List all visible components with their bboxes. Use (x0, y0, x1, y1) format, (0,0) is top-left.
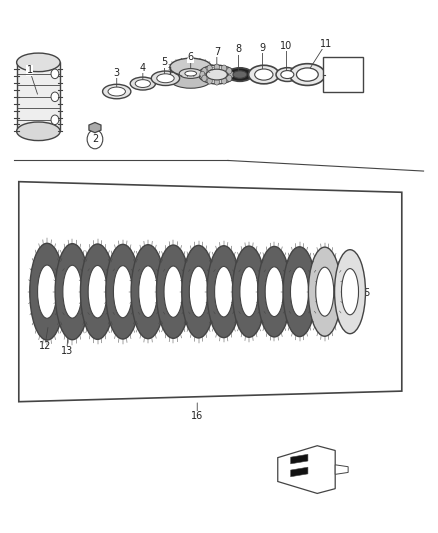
Text: 14: 14 (321, 285, 334, 295)
Ellipse shape (254, 69, 273, 80)
Ellipse shape (139, 266, 157, 318)
Ellipse shape (108, 87, 125, 96)
Text: 9: 9 (259, 43, 265, 53)
Ellipse shape (135, 79, 150, 87)
Ellipse shape (297, 68, 318, 81)
Ellipse shape (88, 265, 107, 318)
Ellipse shape (17, 53, 60, 71)
Ellipse shape (276, 68, 299, 82)
Text: 8: 8 (236, 44, 242, 54)
Ellipse shape (206, 69, 227, 80)
Circle shape (202, 68, 207, 74)
Ellipse shape (281, 70, 294, 78)
Ellipse shape (249, 65, 279, 84)
Text: 4: 4 (140, 63, 146, 72)
Circle shape (229, 71, 234, 78)
Circle shape (87, 130, 103, 149)
Circle shape (207, 65, 212, 71)
Ellipse shape (130, 77, 155, 90)
Ellipse shape (156, 245, 190, 338)
Ellipse shape (308, 247, 341, 336)
Circle shape (221, 65, 226, 71)
Circle shape (200, 71, 205, 78)
Text: 2: 2 (92, 134, 98, 144)
Polygon shape (291, 467, 308, 477)
Circle shape (92, 135, 99, 143)
Circle shape (51, 115, 59, 125)
Ellipse shape (55, 244, 89, 340)
Ellipse shape (151, 71, 180, 85)
Ellipse shape (63, 265, 82, 318)
Ellipse shape (227, 68, 253, 82)
Text: 1: 1 (27, 66, 33, 75)
Ellipse shape (240, 266, 258, 317)
Ellipse shape (215, 266, 233, 317)
Ellipse shape (283, 247, 316, 336)
Ellipse shape (335, 249, 365, 334)
Ellipse shape (290, 63, 325, 85)
Circle shape (226, 68, 232, 74)
Ellipse shape (290, 267, 308, 317)
Polygon shape (19, 182, 402, 402)
Bar (323, 57, 363, 92)
Text: 12: 12 (39, 341, 51, 351)
Polygon shape (278, 446, 335, 494)
Ellipse shape (102, 84, 131, 99)
Ellipse shape (316, 267, 334, 316)
Ellipse shape (131, 245, 165, 338)
Ellipse shape (157, 74, 174, 83)
Ellipse shape (207, 246, 240, 337)
Polygon shape (291, 454, 308, 464)
Ellipse shape (258, 246, 291, 337)
Ellipse shape (81, 244, 115, 340)
Text: 3: 3 (113, 68, 120, 78)
Ellipse shape (179, 69, 202, 78)
Circle shape (214, 79, 219, 85)
Ellipse shape (113, 265, 132, 318)
Ellipse shape (106, 244, 140, 339)
Ellipse shape (233, 246, 266, 337)
Circle shape (51, 69, 59, 79)
Circle shape (207, 78, 212, 84)
Text: 5: 5 (162, 58, 168, 67)
Text: 6: 6 (187, 52, 194, 62)
Ellipse shape (185, 71, 197, 76)
Circle shape (202, 75, 207, 82)
Circle shape (226, 75, 232, 82)
Ellipse shape (170, 70, 212, 88)
Text: 10: 10 (280, 41, 293, 51)
Ellipse shape (30, 243, 64, 340)
Ellipse shape (189, 266, 208, 317)
Ellipse shape (38, 265, 57, 318)
Ellipse shape (170, 58, 212, 76)
Polygon shape (89, 123, 101, 133)
Text: 15: 15 (359, 288, 371, 298)
Text: 11: 11 (319, 39, 332, 49)
Ellipse shape (182, 245, 215, 338)
Ellipse shape (342, 269, 359, 315)
Polygon shape (335, 465, 348, 474)
Text: 16: 16 (191, 411, 203, 421)
Ellipse shape (17, 122, 60, 141)
Circle shape (214, 64, 219, 70)
Ellipse shape (233, 71, 247, 78)
Text: 13: 13 (60, 346, 73, 357)
Ellipse shape (198, 65, 235, 84)
Bar (17, 62, 60, 131)
Circle shape (51, 92, 59, 102)
Text: 7: 7 (214, 47, 220, 56)
Ellipse shape (164, 266, 183, 317)
Ellipse shape (265, 267, 283, 317)
Circle shape (221, 78, 226, 84)
